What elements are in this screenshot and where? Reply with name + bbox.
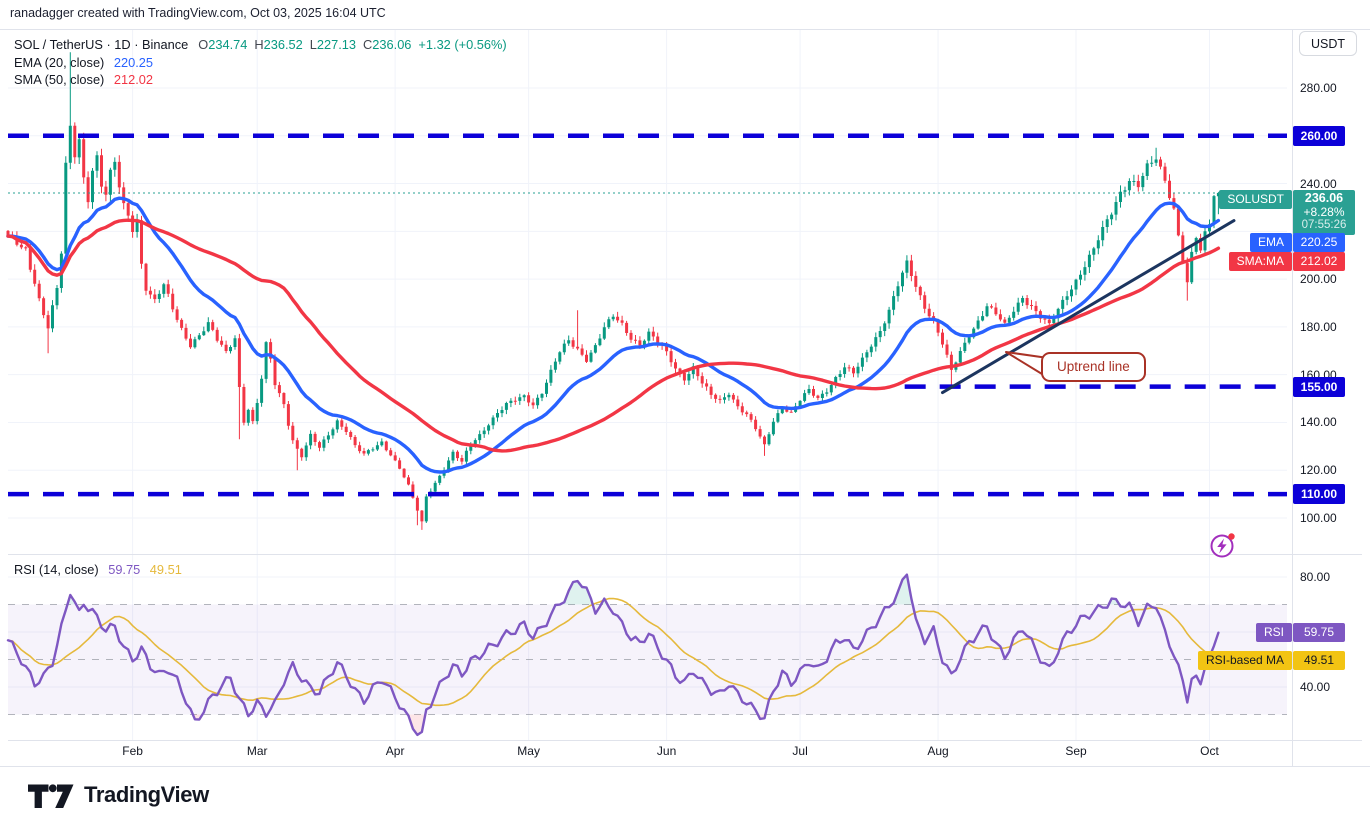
rsi-ma-value: 49.51	[149, 562, 182, 577]
rsi-ma-value-badge: 49.51	[1293, 651, 1345, 670]
rsi-line	[6, 573, 1220, 737]
candle-wicks-up	[52, 52, 1219, 523]
ohlc-values: O234.74 H236.52 L227.13 C236.06	[198, 37, 418, 52]
change-value: +1.32 (+0.56%)	[418, 37, 507, 52]
ema-line	[6, 196, 1221, 474]
level-badge-260: 260.00	[1293, 126, 1345, 146]
ema-price-badge: 220.25	[1293, 233, 1345, 252]
time-tick-label: May	[517, 744, 540, 758]
sma-value: 212.02	[113, 72, 154, 87]
rsi-value-badge: 59.75	[1293, 623, 1345, 642]
rsi-tick-label: 80.00	[1300, 570, 1331, 584]
chart-canvas[interactable]	[0, 0, 1370, 772]
uptrend-callout[interactable]: Uptrend line	[1041, 352, 1146, 382]
ema-value: 220.25	[113, 54, 154, 70]
ema-row[interactable]: EMA (20, close) 220.25	[14, 54, 507, 72]
sma-label: SMA (50, close)	[14, 72, 105, 87]
price-axis[interactable]: 280.00 240.00 200.00 180.00 160.00 140.00 120.…	[1293, 0, 1370, 766]
tradingview-logo-text: TradingView	[84, 782, 209, 807]
sma-chip: SMA:MA	[1228, 252, 1292, 271]
last-price-badge: 236.06 +8.28% 07:55:26	[1293, 190, 1355, 235]
last-price-countdown: 07:55:26	[1301, 219, 1347, 231]
tradingview-logo[interactable]: TradingView	[28, 780, 209, 810]
level-badge-110: 110.00	[1293, 484, 1345, 504]
price-tick-label: 120.00	[1300, 463, 1337, 478]
sma-row[interactable]: SMA (50, close) 212.02	[14, 71, 507, 89]
rsi-label: RSI (14, close)	[14, 562, 99, 577]
price-tick-label: 180.00	[1300, 319, 1337, 334]
price-tick-label: 100.00	[1300, 511, 1337, 525]
ema-chip: EMA	[1249, 233, 1292, 252]
uptrend-trendline[interactable]	[941, 219, 1236, 395]
last-price-change: +8.28%	[1303, 204, 1345, 219]
time-tick-label: Sep	[1065, 744, 1087, 758]
ema-label: EMA (20, close)	[14, 54, 105, 70]
sma-line	[6, 218, 1221, 453]
price-tick-label: 200.00	[1300, 272, 1337, 287]
price-tick-label: 240.00	[1300, 176, 1337, 191]
time-tick-label: Mar	[246, 744, 268, 758]
legend: SOL / TetherUS · 1D · Binance O234.74 H236…	[14, 36, 507, 89]
rsi-ma-line	[7, 597, 1219, 707]
boost-lightning-icon[interactable]	[1208, 531, 1236, 559]
price-tick-label: 280.00	[1300, 81, 1337, 95]
time-axis[interactable]: Feb Mar Apr May Jun Jul Aug Sep Oct	[0, 741, 1370, 766]
ohlc-item: H236.52	[254, 37, 303, 52]
time-tick-label: Jul	[792, 744, 808, 758]
rsi-legend-row[interactable]: RSI (14, close) 59.75 49.51	[14, 561, 182, 578]
price-tick-label: 140.00	[1300, 415, 1337, 430]
currency-button[interactable]: USDT	[1299, 31, 1357, 56]
time-tick-label: Apr	[385, 744, 405, 758]
sma-price-badge: 212.02	[1293, 252, 1345, 271]
tradingview-logo-mark	[28, 784, 74, 808]
level-badge-155: 155.00	[1293, 377, 1345, 397]
rsi-chip: RSI	[1255, 623, 1292, 642]
time-tick-label: Jun	[656, 744, 677, 758]
time-tick-label: Oct	[1200, 744, 1219, 758]
symbol-row[interactable]: SOL / TetherUS · 1D · Binance O234.74 H236…	[14, 36, 507, 54]
watermark: ranadagger created with TradingView.com,…	[10, 6, 386, 20]
time-tick-label: Feb	[122, 744, 143, 758]
rsi-tick-label: 40.00	[1300, 680, 1331, 694]
rsi-ma-chip: RSI-based MA	[1197, 651, 1292, 670]
ohlc-item: L227.13	[309, 37, 357, 52]
symbol-title: SOL / TetherUS · 1D · Binance	[14, 37, 189, 52]
ohlc-item: O234.74	[198, 37, 248, 52]
time-tick-label: Aug	[927, 744, 949, 758]
rsi-value: 59.75	[108, 562, 141, 577]
ohlc-item: C236.06	[363, 37, 412, 52]
last-price-symbol-chip: SOLUSDT	[1219, 190, 1292, 209]
last-price-value: 236.06	[1304, 191, 1344, 205]
